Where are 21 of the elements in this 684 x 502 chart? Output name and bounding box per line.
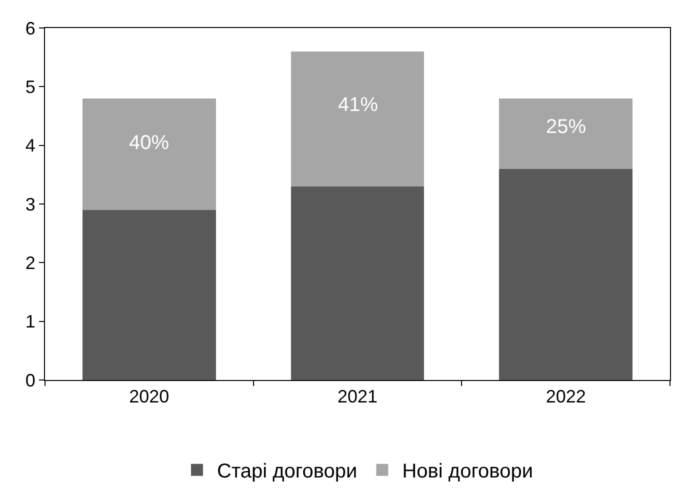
y-tick-label: 0 — [25, 370, 36, 390]
legend-label: Нові договори — [402, 460, 533, 483]
y-tick-label: 2 — [25, 252, 36, 273]
annotation: 25% — [546, 116, 586, 138]
y-tick-label: 5 — [25, 76, 36, 97]
bar — [499, 168, 632, 380]
bar — [82, 98, 216, 210]
y-tick-label: 1 — [25, 312, 36, 332]
y-tick-label: 3 — [25, 194, 36, 214]
bar — [290, 186, 424, 380]
annotation: 40% — [129, 132, 170, 154]
x-tick-label: 2021 — [337, 386, 378, 407]
bar — [82, 210, 216, 380]
x-tick-label: 2020 — [129, 386, 170, 407]
annotation: 41% — [338, 94, 378, 116]
legend-label: Старі договори — [217, 460, 358, 483]
x-tick-label: 2022 — [546, 386, 586, 407]
bar — [290, 51, 424, 186]
y-tick-label: 4 — [25, 136, 36, 156]
y-tick-label: 6 — [25, 18, 36, 38]
bar — [499, 98, 632, 169]
